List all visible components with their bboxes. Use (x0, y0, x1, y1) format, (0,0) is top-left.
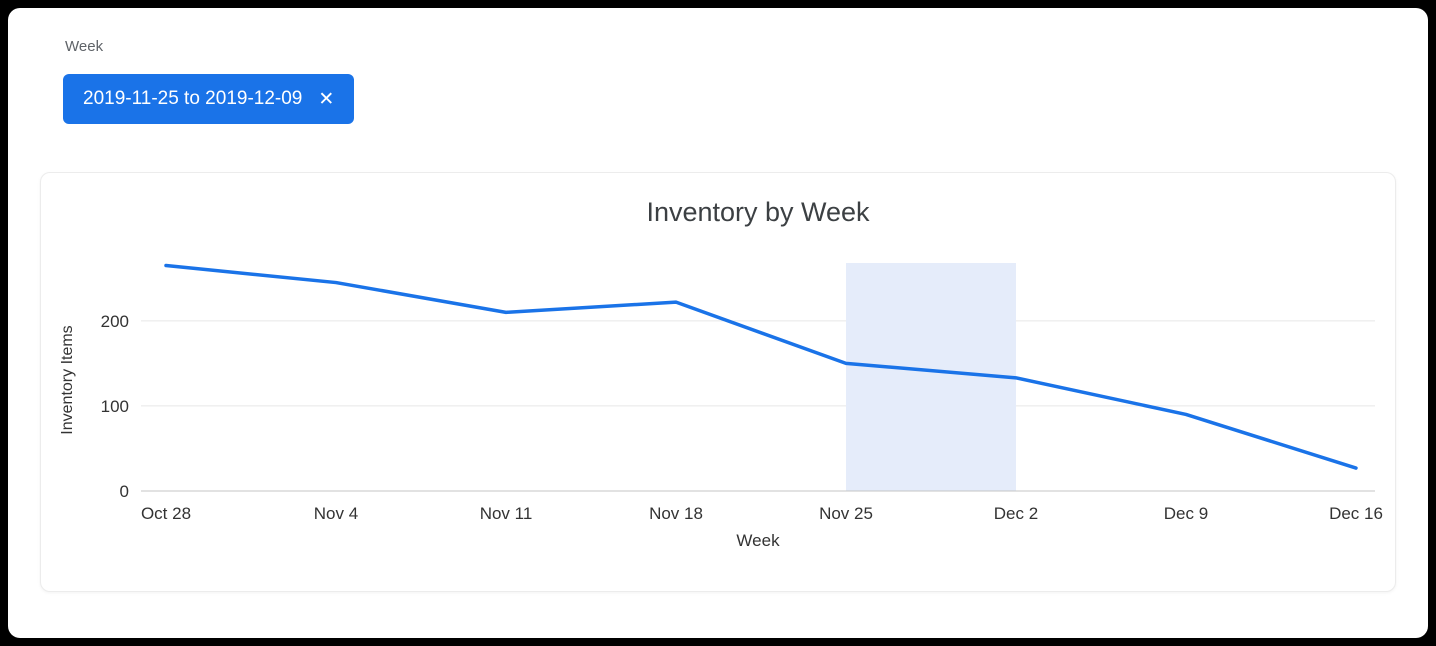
x-tick-label: Dec 9 (1164, 504, 1208, 523)
line-series (164, 263, 1358, 470)
x-axis-title: Week (736, 531, 780, 550)
x-tick-label: Oct 28 (141, 504, 191, 523)
x-tick-label: Dec 16 (1329, 504, 1383, 523)
x-tick-label: Dec 2 (994, 504, 1038, 523)
y-tick-label: 200 (101, 312, 129, 331)
app-frame: Week 2019-11-25 to 2019-12-09 ✕ Inventor… (8, 8, 1428, 638)
close-icon[interactable]: ✕ (318, 88, 335, 110)
chart-card: Inventory by Week 0 100 200 Oct 28 Nov 4 Nov … (40, 172, 1396, 592)
y-tick-label: 100 (101, 397, 129, 416)
y-axis-title: Inventory Items (59, 325, 76, 435)
x-tick-label: Nov 4 (314, 504, 358, 523)
y-tick-label: 0 (120, 482, 129, 501)
line-chart-plot-area[interactable]: 0 100 200 Oct 28 Nov 4 Nov 11 Nov 18 Nov 25 Dec … (41, 233, 1395, 543)
filter-chip-value: 2019-11-25 to 2019-12-09 (83, 88, 303, 109)
x-tick-label: Nov 18 (649, 504, 703, 523)
filter-label: Week (65, 38, 104, 55)
chart-title: Inventory by Week (646, 197, 870, 227)
date-range-filter-chip[interactable]: 2019-11-25 to 2019-12-09 ✕ (63, 74, 355, 124)
x-tick-label: Nov 11 (480, 504, 533, 523)
x-tick-label: Nov 25 (819, 504, 873, 523)
